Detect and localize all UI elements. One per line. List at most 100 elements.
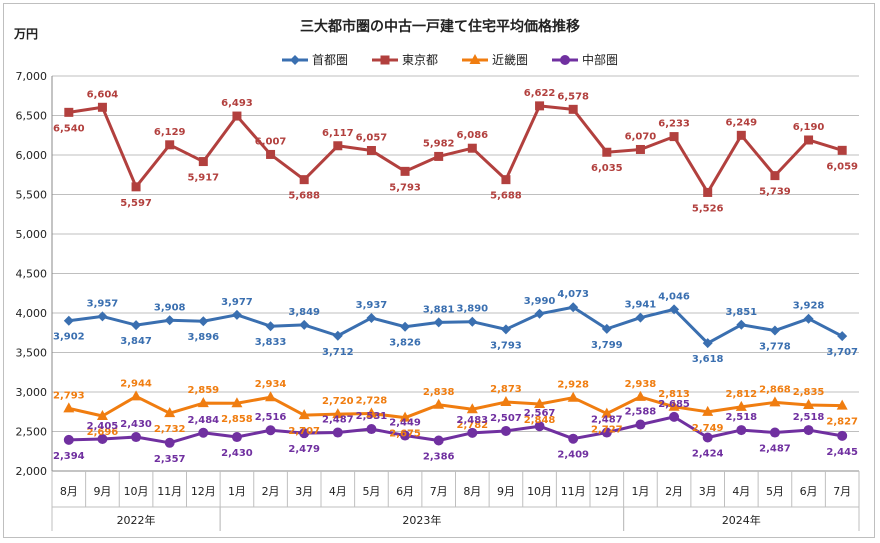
series-2	[64, 101, 847, 197]
data-label: 6,493	[221, 98, 253, 109]
data-point	[96, 410, 108, 421]
legend-label: 中部圏	[582, 52, 618, 67]
data-label: 2,484	[187, 415, 219, 426]
series-4	[63, 411, 848, 448]
data-point	[635, 144, 645, 154]
data-label: 6,578	[557, 91, 589, 102]
x-tick-label: 4月	[732, 485, 750, 498]
data-point	[567, 391, 579, 402]
data-label: 6,540	[53, 123, 85, 134]
data-point	[399, 411, 411, 422]
data-point	[366, 145, 376, 155]
data-label: 5,688	[288, 191, 320, 202]
data-label: 2,487	[322, 415, 354, 426]
y-axis-unit: 万円	[13, 27, 38, 41]
y-tick-label: 5,500	[16, 189, 48, 202]
data-point	[601, 427, 612, 438]
data-point	[601, 407, 613, 418]
data-label: 2,838	[423, 387, 455, 398]
x-tick-label: 8月	[463, 485, 481, 498]
data-label: 6,249	[725, 117, 757, 128]
data-label: 2,873	[490, 384, 522, 395]
data-point	[669, 304, 680, 315]
data-point	[299, 175, 309, 185]
data-label: 3,618	[692, 354, 724, 365]
data-label: 2,479	[288, 444, 320, 455]
data-label: 2,516	[255, 412, 287, 423]
y-tick-label: 6,000	[16, 149, 48, 162]
data-label: 3,908	[154, 302, 186, 313]
x-tick-label: 12月	[191, 485, 216, 498]
data-labels: 3,902 3,957 3,847 3,908 3,896 3,977 3,833 3,849…	[53, 88, 858, 465]
series-1	[63, 302, 848, 349]
data-point	[467, 316, 478, 327]
legend-item: 首都圏	[282, 53, 348, 67]
data-label: 6,059	[826, 161, 858, 172]
data-point	[702, 338, 713, 349]
data-label: 5,917	[187, 173, 219, 184]
data-label: 2,934	[255, 379, 287, 390]
data-label: 6,604	[87, 89, 119, 100]
data-point	[568, 433, 579, 444]
data-point	[97, 102, 107, 112]
data-point	[290, 55, 300, 65]
data-label: 2,685	[658, 399, 690, 410]
data-label: 3,977	[221, 297, 253, 308]
data-point	[231, 432, 242, 443]
data-point	[64, 107, 74, 117]
x-tick-label: 7月	[833, 485, 851, 498]
data-point	[332, 427, 343, 438]
data-point	[63, 402, 75, 413]
data-point	[634, 390, 646, 401]
data-label: 5,597	[120, 198, 152, 209]
data-label: 2,409	[557, 450, 589, 461]
data-label: 4,073	[557, 289, 589, 300]
data-point	[837, 331, 848, 342]
x-tick-label: 8月	[60, 485, 78, 498]
x-axis: 8月 9月 10月 11月 12月 1月 2月 3月 4月 5月 6月 7月 8月 9月 10月 11月 12月…	[51, 470, 860, 531]
data-point	[63, 315, 74, 326]
data-label: 2,835	[793, 387, 825, 398]
data-point	[231, 397, 243, 408]
data-point	[131, 182, 141, 192]
data-label: 6,035	[591, 163, 623, 174]
series-line	[68, 394, 843, 420]
data-point	[298, 409, 310, 420]
year-label: 2023年	[402, 513, 441, 527]
legend-item: 中部圏	[552, 52, 618, 67]
data-point	[703, 187, 713, 197]
x-tick-label: 3月	[699, 485, 717, 498]
x-tick-label: 6月	[800, 485, 818, 498]
data-label: 2,859	[187, 385, 219, 396]
legend-label: 首都圏	[312, 53, 348, 67]
data-point	[232, 111, 242, 121]
data-point	[130, 390, 142, 401]
legend-item: 東京都	[372, 53, 438, 67]
data-label: 3,851	[725, 307, 757, 318]
data-label: 2,720	[322, 396, 354, 407]
data-label: 2,449	[389, 418, 421, 429]
data-label: 2,430	[221, 448, 253, 459]
data-point	[803, 313, 814, 324]
data-label: 2,749	[692, 423, 724, 434]
data-label: 6,070	[625, 131, 657, 142]
y-axis: 2,000 2,500 3,000 3,500 4,000 4,500 5,000 5,500…	[16, 70, 53, 478]
data-label: 2,487	[591, 415, 623, 426]
x-tick-label: 10月	[124, 485, 149, 498]
data-point	[400, 430, 411, 441]
data-point	[500, 425, 511, 436]
x-tick-label: 10月	[527, 485, 552, 498]
series-3	[63, 390, 848, 422]
chart-title: 三大都市圏の中古一戸建て住宅平均価格推移	[300, 18, 580, 35]
data-label: 3,793	[490, 340, 522, 351]
data-point	[299, 319, 310, 330]
data-label: 3,826	[389, 338, 421, 349]
data-label: 2,675	[389, 429, 421, 440]
series-line	[68, 415, 843, 445]
data-point	[601, 323, 612, 334]
data-point	[736, 130, 746, 140]
data-point	[434, 151, 444, 161]
data-label: 2,938	[625, 379, 657, 390]
legend-label: 近畿圏	[492, 53, 528, 67]
data-label: 5,793	[389, 182, 421, 193]
